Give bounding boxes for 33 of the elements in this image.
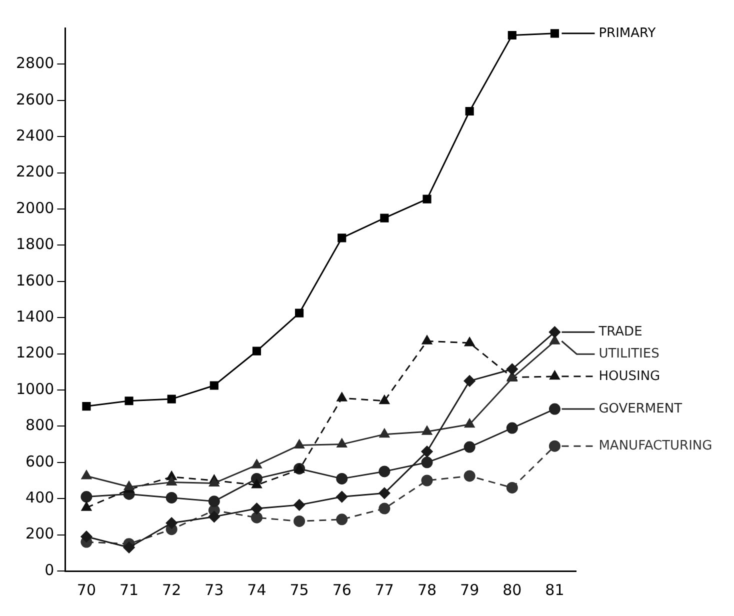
y-tick-label: 2400	[16, 126, 54, 144]
x-tick-label: 81	[545, 580, 564, 599]
y-tick-label: 1400	[16, 307, 54, 326]
y-tick-label: 600	[26, 452, 54, 470]
y-tick-label: 1800	[16, 235, 54, 254]
x-tick-label: 73	[204, 580, 224, 599]
x-tick-label: 71	[119, 580, 139, 599]
y-tick-label: 2000	[16, 198, 54, 217]
y-tick-label: 1600	[16, 271, 54, 290]
y-tick-label: 2600	[16, 90, 54, 108]
x-tick-label: 79	[460, 580, 480, 599]
y-tick-label: 0	[44, 560, 54, 579]
y-tick-label: 1000	[16, 380, 54, 398]
legend-label: PRIMARY	[598, 26, 656, 41]
y-tick-label: 400	[26, 488, 54, 506]
legend-label: MANUFACTURING	[598, 438, 712, 454]
legend-label: TRADE	[598, 324, 642, 340]
y-tick-label: 200	[26, 524, 54, 543]
x-tick-label: 70	[76, 580, 96, 599]
x-tick-label: 77	[374, 580, 394, 599]
legend-label: UTILITIES	[598, 346, 660, 362]
x-tick-label: 78	[417, 580, 437, 599]
x-tick-label: 74	[247, 580, 266, 599]
x-tick-label: 80	[502, 580, 522, 599]
y-tick-label: 2200	[16, 162, 54, 181]
y-tick-label: 800	[26, 416, 54, 434]
legend-label: HOUSING	[598, 368, 660, 384]
y-tick-label: 1200	[16, 344, 54, 362]
y-tick-label: 2800	[16, 54, 54, 72]
legend-label: GOVERMENT	[598, 401, 682, 416]
x-tick-label: 76	[332, 580, 352, 599]
x-tick-label: 75	[290, 580, 309, 599]
x-tick-label: 72	[162, 580, 182, 599]
